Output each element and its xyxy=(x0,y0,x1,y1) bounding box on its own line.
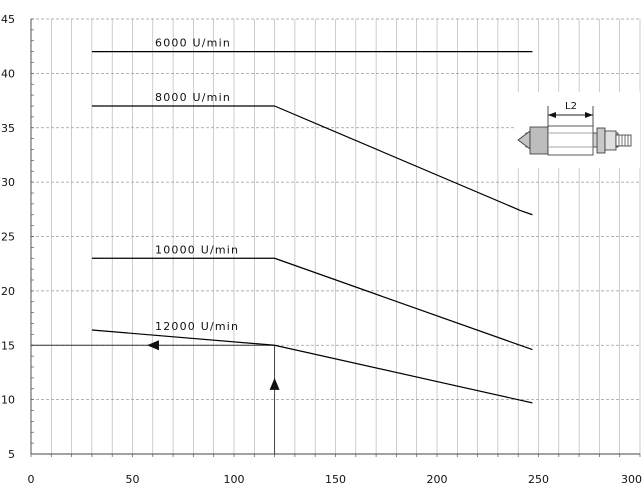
series-lines xyxy=(91,51,533,404)
dimension-arrowhead-left xyxy=(548,112,556,118)
series-label: 12000 U/min xyxy=(155,320,239,333)
x-tick-label: 0 xyxy=(28,473,35,486)
x-tick-label: 50 xyxy=(126,473,140,486)
x-tick-label: 150 xyxy=(325,473,346,486)
y-tick-label: 35 xyxy=(1,122,15,135)
series-labels: 6000 U/min 8000 U/min 10000 U/min 12000 U/m… xyxy=(155,37,239,333)
arrowhead-left xyxy=(146,340,159,351)
tool-holder-body xyxy=(547,125,594,156)
y-tick-label: 20 xyxy=(1,285,15,298)
tick-labels: 5 10 15 20 25 30 35 40 45 0 50 100 150 200 250 300 xyxy=(1,13,642,486)
y-tick-label: 10 xyxy=(1,394,15,407)
tool-washer xyxy=(604,130,617,151)
series-label: 8000 U/min xyxy=(155,91,231,104)
dimension-label: L2 xyxy=(565,101,577,112)
series-line xyxy=(91,105,533,216)
x-tick-label: 300 xyxy=(621,473,642,486)
reference-lines xyxy=(31,340,280,454)
x-tick-label: 200 xyxy=(427,473,448,486)
series-line xyxy=(91,329,533,404)
y-tick-label: 30 xyxy=(1,176,15,189)
series-line xyxy=(91,257,533,351)
axes xyxy=(30,18,641,457)
arrowhead-up xyxy=(269,377,280,390)
y-tick-label: 45 xyxy=(1,13,15,26)
tool-nut xyxy=(596,127,606,154)
grid xyxy=(30,18,641,455)
y-tick-label: 40 xyxy=(1,67,15,80)
dimension-arrowhead-right xyxy=(585,112,593,118)
x-tick-label: 100 xyxy=(224,473,245,486)
y-tick-label: 5 xyxy=(8,448,15,461)
tool-collar xyxy=(529,126,549,155)
tool-inset-diagram: L2 xyxy=(516,92,640,168)
y-tick-label: 25 xyxy=(1,231,15,244)
x-tick-label: 250 xyxy=(528,473,549,486)
series-label: 10000 U/min xyxy=(155,243,239,256)
series-label: 6000 U/min xyxy=(155,37,231,50)
tool-bolt-end xyxy=(615,134,632,147)
y-tick-label: 15 xyxy=(1,339,15,352)
